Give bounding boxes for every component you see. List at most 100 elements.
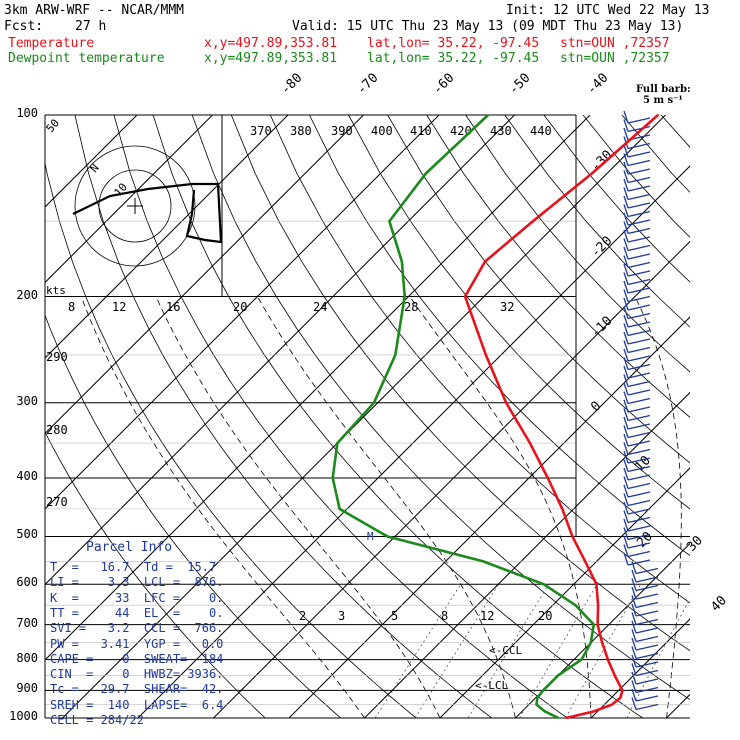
wind-barb bbox=[627, 168, 651, 175]
valid-time: Valid: 15 UTC Thu 23 May 13 (09 MDT Thu … bbox=[292, 19, 684, 34]
wind-barb bbox=[635, 635, 659, 643]
wind-barb-flag bbox=[631, 697, 637, 710]
mixing-ratio-label: 5 bbox=[391, 609, 398, 623]
mixing-ratio-line bbox=[467, 583, 549, 718]
lcl-marker: <-LCL bbox=[475, 679, 508, 692]
dewpoint-point bbox=[536, 696, 539, 699]
wind-barb-flag bbox=[623, 144, 629, 158]
temperature-point bbox=[484, 260, 486, 263]
wind-barb-flag bbox=[623, 493, 629, 506]
dewpoint-stn: stn=OUN ,72357 bbox=[560, 51, 670, 66]
dry-adiabat bbox=[309, 115, 690, 557]
ring-speed-label: 28 bbox=[404, 300, 418, 314]
wind-barb bbox=[627, 159, 651, 167]
wind-barb bbox=[627, 508, 651, 515]
wind-barb bbox=[635, 695, 659, 702]
isotherm bbox=[45, 115, 591, 661]
temperature-point bbox=[593, 710, 595, 713]
dry-adiabat bbox=[152, 115, 643, 718]
wind-barb-flag bbox=[623, 484, 629, 498]
wind-barb bbox=[627, 457, 651, 464]
wind-barb-unit: 5 m s⁻¹ bbox=[643, 95, 683, 106]
model-title: 3km ARW-WRF -- NCAR/MMM bbox=[4, 3, 185, 18]
mixing-ratio-line bbox=[565, 584, 641, 718]
wind-barb-flag bbox=[623, 340, 629, 353]
wind-barb-flag bbox=[623, 391, 629, 404]
isotherm bbox=[45, 115, 364, 435]
dewpoint-point bbox=[403, 295, 406, 298]
side-theta-label: 270 bbox=[46, 495, 68, 509]
moist-adiabat bbox=[257, 296, 516, 718]
wind-barb-flag bbox=[631, 637, 637, 651]
wind-barb bbox=[627, 397, 651, 405]
wind-barb bbox=[627, 193, 651, 201]
wind-barb-flag bbox=[623, 535, 629, 549]
isotherm-label: -70 bbox=[354, 71, 381, 98]
wind-barb-flag bbox=[623, 255, 629, 268]
wind-barb bbox=[627, 312, 651, 320]
wind-barb-flag bbox=[623, 459, 629, 472]
theta-label: 440 bbox=[530, 124, 552, 138]
isotherm bbox=[62, 115, 666, 718]
dewpoint-point bbox=[557, 674, 559, 677]
isotherm bbox=[45, 115, 440, 510]
temperature-point bbox=[597, 604, 599, 607]
wind-barb bbox=[627, 117, 651, 124]
wind-barb bbox=[635, 678, 659, 685]
ring-speed-label: 16 bbox=[166, 300, 180, 314]
isotherm bbox=[439, 467, 690, 718]
ring-speed-label: 32 bbox=[500, 300, 514, 314]
temperature-point bbox=[584, 560, 587, 563]
wind-barb bbox=[627, 278, 651, 286]
wind-barb bbox=[627, 329, 651, 337]
wind-barb-flag bbox=[631, 586, 637, 600]
temperature-point bbox=[595, 583, 598, 586]
dewpoint-point bbox=[557, 717, 560, 719]
wind-barb-flag bbox=[623, 229, 629, 243]
wind-barb bbox=[627, 363, 651, 371]
dry-adiabat bbox=[269, 115, 690, 604]
isotherm-label: -10 bbox=[588, 314, 615, 341]
dewpoint-point bbox=[388, 220, 391, 223]
wind-barb-flag bbox=[631, 612, 637, 625]
temperature-point bbox=[485, 354, 487, 356]
dewpoint-point bbox=[338, 508, 341, 510]
wind-barb bbox=[627, 525, 651, 532]
wind-barb-flag bbox=[623, 544, 629, 557]
wind-barb-flag bbox=[623, 399, 629, 413]
wind-barb-flag bbox=[623, 552, 629, 566]
theta-label: 390 bbox=[331, 124, 353, 138]
wind-barb-flag bbox=[623, 246, 629, 260]
dewpoint-point bbox=[394, 354, 397, 356]
wind-barb bbox=[635, 652, 659, 660]
isotherm-label: 10 bbox=[632, 453, 654, 475]
ring-speed-label: 24 bbox=[313, 300, 327, 314]
parcel-marker: M bbox=[367, 530, 374, 543]
mixing-ratio-label: 20 bbox=[538, 609, 552, 623]
fcst-value: 27 h bbox=[75, 19, 107, 34]
wind-barb-flag bbox=[623, 238, 629, 251]
wind-barb-flag bbox=[623, 374, 629, 387]
pressure-label-800: 800 bbox=[16, 650, 38, 665]
wind-barb bbox=[627, 542, 651, 549]
wind-barb-flag bbox=[623, 518, 629, 532]
wind-barbs bbox=[623, 110, 659, 711]
wind-barb bbox=[627, 185, 651, 192]
temperature-point bbox=[532, 220, 534, 223]
wind-barb bbox=[627, 491, 651, 498]
wind-barb bbox=[627, 304, 651, 311]
wind-barb-flag bbox=[623, 306, 629, 319]
wind-barb bbox=[627, 516, 651, 524]
pressure-label-1000: 1000 bbox=[9, 709, 38, 723]
wind-barb bbox=[635, 703, 659, 711]
isotherm-label: -80 bbox=[278, 71, 305, 98]
pressure-label-500: 500 bbox=[16, 527, 38, 542]
dewpoint-point bbox=[542, 583, 545, 586]
hodograph-label: 50 bbox=[44, 117, 62, 136]
parcel-info-title: Parcel Info bbox=[86, 540, 173, 555]
isotherm-label: -30 bbox=[588, 148, 615, 175]
wind-barb bbox=[627, 236, 651, 243]
isotherm-label: 20 bbox=[634, 529, 656, 551]
wind-barb bbox=[627, 448, 651, 456]
